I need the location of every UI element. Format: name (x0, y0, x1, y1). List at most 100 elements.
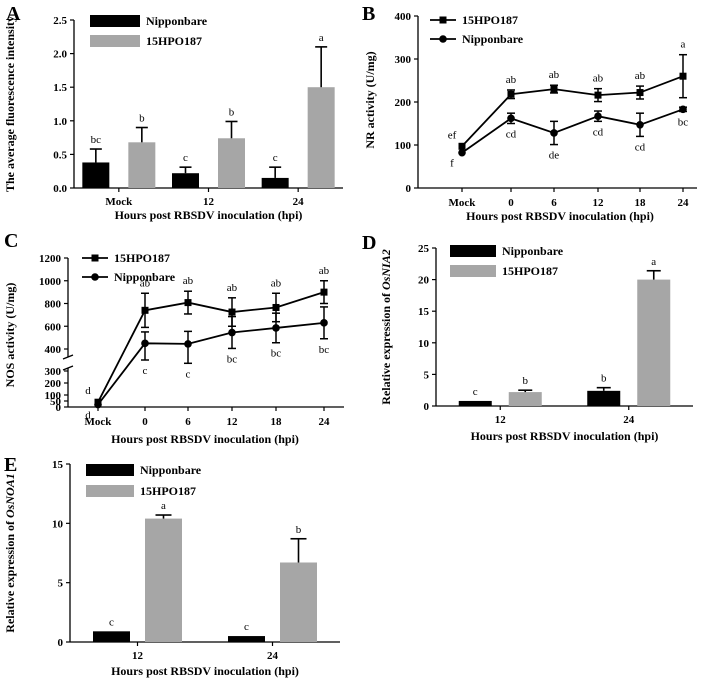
y-tick-label: 300 (45, 366, 62, 378)
bar-nipponbare-24 (228, 636, 265, 642)
legend-marker-circle (91, 273, 99, 281)
series-line-nipponbare (461, 108, 684, 154)
y-axis-label: NR activity (U/mg) (363, 51, 377, 148)
data-point-square (550, 85, 558, 93)
y-tick-label: 0 (56, 402, 62, 414)
axis-break-mark (62, 365, 74, 371)
panel-label-c: C (4, 230, 18, 252)
bar-15hpo187-24 (307, 87, 335, 188)
bar-15hpo187-12 (218, 138, 245, 188)
series-line-nipponbare (97, 321, 325, 406)
y-tick-label: 0 (406, 183, 412, 195)
chart-panel-e: 0 5 10 15 12 c a 24 c b Nipponbare 15HPO187 Hours po… (3, 459, 340, 678)
y-tick-label: 0.0 (53, 183, 67, 195)
y-tick-label: 100 (45, 390, 62, 402)
y-tick-label: 100 (395, 140, 412, 152)
y-tick-label: 10 (418, 338, 430, 350)
panel-label-e: E (4, 454, 17, 476)
data-point-circle (184, 340, 192, 348)
x-tick-label: 0 (508, 197, 514, 209)
x-tick-label: Mock (85, 416, 113, 428)
data-point-circle (141, 339, 149, 348)
data-point-circle (228, 328, 236, 337)
x-axis-label: Hours post RBSDV inoculation (hpi) (471, 429, 659, 443)
data-point-square (228, 308, 236, 316)
x-tick-label: 6 (551, 197, 557, 209)
bar-15hpo187-24 (637, 279, 671, 406)
y-tick-label: 2.5 (53, 15, 67, 27)
legend-label: Nipponbare (146, 14, 208, 28)
significance-letter: bc (91, 134, 102, 146)
significance-letter: de (549, 150, 560, 162)
significance-letter: bc (227, 353, 238, 365)
bar-15hpo187-12 (508, 392, 542, 406)
y-tick-label: 0 (58, 637, 64, 649)
panel-label-b: B (362, 3, 375, 25)
data-point-circle (320, 319, 328, 327)
significance-letter: c (143, 365, 148, 377)
data-point-circle (636, 120, 644, 129)
y-axis-label: The average fluorescence intensity (3, 16, 17, 192)
significance-letter: b (296, 524, 302, 536)
data-point-circle (458, 148, 466, 157)
legend-swatch (90, 15, 140, 27)
significance-letter: bc (271, 348, 282, 360)
chart-panel-d: 0 5 10 15 20 25 12 c b 24 b a Nipponbare 15HPO187 Hour… (379, 243, 693, 443)
significance-letter: ab (549, 69, 560, 81)
bar-15hpo187-mock (128, 142, 156, 188)
legend-swatch (450, 265, 496, 277)
significance-letter: c (473, 386, 478, 398)
x-tick-label: 6 (185, 416, 191, 428)
x-tick-label: 12 (227, 416, 239, 428)
significance-letter: c (186, 368, 191, 380)
x-tick-label: 18 (271, 416, 283, 428)
series-line-15hpo187 (461, 75, 684, 147)
y-tick-label: 1200 (39, 253, 62, 265)
bar-nipponbare-mock (82, 162, 110, 188)
y-tick-label: 0.5 (53, 149, 67, 161)
bar-nipponbare-12 (172, 173, 199, 188)
legend-label: Nipponbare (140, 463, 202, 477)
x-tick-label: 24 (293, 196, 305, 208)
y-tick-label: 200 (395, 97, 412, 109)
data-point-circle (594, 112, 602, 120)
panel-label-d: D (362, 232, 376, 254)
legend-swatch (90, 35, 140, 47)
x-tick-label: 0 (142, 416, 148, 428)
y-tick-label: 20 (418, 275, 430, 287)
significance-letter: a (681, 39, 686, 51)
legend-marker-square (91, 254, 99, 262)
x-tick-label: 18 (635, 197, 647, 209)
y-tick-label: 400 (395, 11, 412, 23)
bar-nipponbare-24 (587, 390, 621, 406)
legend-label: 15HPO187 (146, 34, 202, 48)
y-tick-label: 50 (50, 396, 62, 408)
bar-nipponbare-12 (458, 400, 492, 406)
y-tick-label: 15 (52, 459, 64, 471)
y-tick-label: 200 (45, 378, 62, 390)
y-tick-label: 400 (45, 344, 62, 356)
significance-letter: bc (319, 344, 330, 356)
x-tick-label: 12 (203, 196, 215, 208)
significance-letter: ab (506, 74, 517, 86)
legend-label: Nipponbare (502, 244, 564, 258)
x-tick-label: Mock (449, 197, 477, 209)
significance-letter: a (319, 32, 324, 44)
y-tick-label: 5 (58, 578, 64, 590)
data-point-square (679, 72, 687, 80)
data-point-circle (550, 129, 558, 137)
significance-letter: cd (593, 126, 604, 138)
significance-letter: cd (635, 141, 646, 153)
legend-label: 15HPO187 (140, 484, 196, 498)
significance-letter: c (244, 621, 249, 633)
significance-letter: f (450, 158, 454, 170)
bar-15hpo187-12 (145, 518, 182, 642)
significance-letter: ab (271, 277, 282, 289)
significance-letter: b (601, 373, 607, 385)
legend-marker-circle (439, 35, 447, 43)
data-point-square (636, 89, 644, 97)
significance-letter: d (85, 410, 91, 422)
data-point-square (320, 288, 328, 296)
legend-swatch (86, 485, 134, 497)
